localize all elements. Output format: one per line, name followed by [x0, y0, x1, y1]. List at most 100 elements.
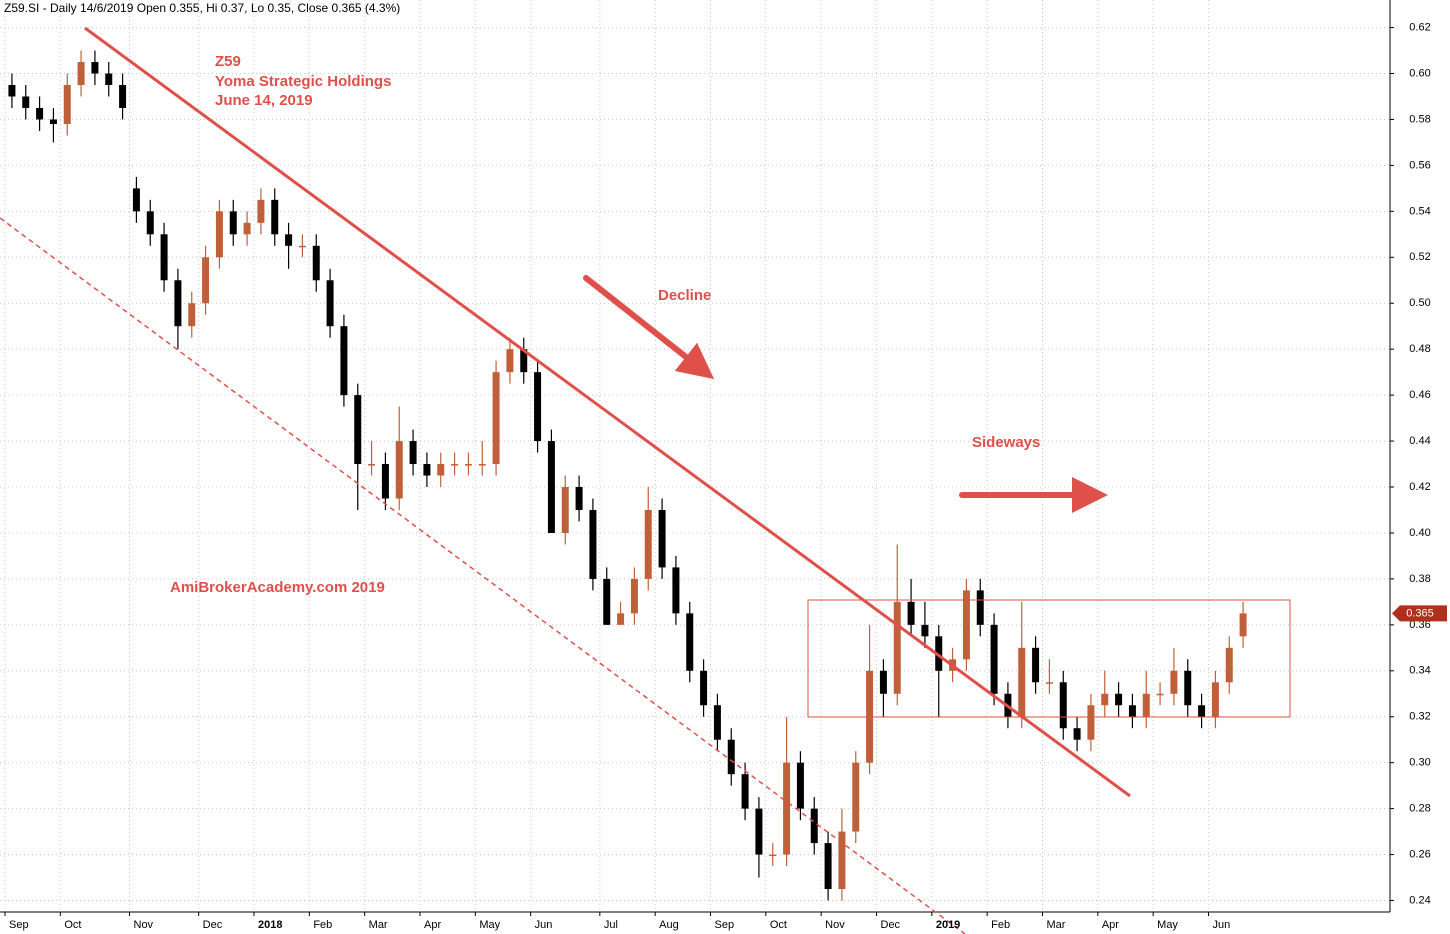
- x-tick-label: Dec: [881, 919, 901, 931]
- candle-body: [1073, 728, 1081, 740]
- candle-body: [423, 464, 431, 476]
- candle-body: [243, 222, 251, 235]
- candle-body: [298, 245, 306, 248]
- candle-body: [49, 119, 57, 125]
- candle-body: [686, 613, 694, 671]
- candle-body: [741, 774, 749, 809]
- candle-body: [1059, 682, 1067, 729]
- candle-body: [547, 441, 555, 533]
- candle-body: [285, 234, 293, 246]
- candle-body: [589, 509, 597, 579]
- candle-body: [464, 464, 472, 466]
- candle-body: [644, 509, 652, 579]
- candle-body: [409, 441, 417, 465]
- annotation: Sideways: [972, 434, 1040, 451]
- y-tick-label: 0.38: [1409, 573, 1430, 585]
- candle-body: [1101, 693, 1109, 706]
- candle-body: [1142, 693, 1150, 717]
- candle-body: [368, 464, 376, 466]
- x-tick-label: Dec: [203, 919, 223, 931]
- y-tick-label: 0.56: [1409, 159, 1430, 171]
- candle-body: [437, 464, 445, 476]
- candle-body: [478, 464, 486, 466]
- candle-body: [727, 739, 735, 775]
- candle-body: [119, 84, 127, 108]
- price-tag-label: 0.365: [1406, 607, 1434, 619]
- y-tick-label: 0.52: [1409, 251, 1430, 263]
- candle-body: [824, 843, 832, 890]
- candle-body: [451, 464, 459, 466]
- candle-body: [810, 808, 818, 844]
- x-tick-label: Apr: [1102, 919, 1119, 931]
- x-tick-label: Feb: [991, 919, 1010, 931]
- x-tick-label: Feb: [313, 919, 332, 931]
- y-tick-label: 0.28: [1409, 803, 1430, 815]
- candle-body: [561, 487, 569, 533]
- candle-body: [202, 257, 210, 304]
- candle-body: [91, 62, 99, 74]
- candle-body: [990, 624, 998, 694]
- candle-body: [105, 73, 113, 85]
- candle-body: [893, 601, 901, 694]
- candle-body: [271, 199, 279, 235]
- candle-body: [1128, 705, 1136, 717]
- candle-body: [132, 188, 140, 212]
- candle-body: [520, 349, 528, 373]
- x-tick-label: Sep: [9, 919, 29, 931]
- candle-body: [1184, 670, 1192, 706]
- candle-body: [852, 762, 860, 832]
- x-tick-label: May: [1157, 919, 1178, 931]
- x-tick-label: Apr: [424, 919, 441, 931]
- candle-body: [77, 62, 85, 85]
- x-tick-label: Nov: [825, 919, 845, 931]
- candle-body: [8, 84, 16, 97]
- candle-body: [658, 509, 666, 568]
- candle-body: [506, 349, 514, 373]
- candle-body: [22, 96, 30, 108]
- candle-body: [534, 372, 542, 442]
- y-tick-label: 0.32: [1409, 711, 1430, 723]
- candle-body: [921, 624, 929, 637]
- y-tick-label: 0.26: [1409, 848, 1430, 860]
- candle-body: [976, 590, 984, 625]
- candle-body: [174, 280, 182, 327]
- candle-body: [879, 670, 887, 694]
- candle-body: [381, 464, 389, 499]
- y-tick-label: 0.30: [1409, 757, 1430, 769]
- candle-body: [1032, 647, 1040, 683]
- y-tick-label: 0.46: [1409, 389, 1430, 401]
- x-tick-label: Jul: [604, 919, 618, 931]
- candle-body: [340, 326, 348, 396]
- x-tick-label: Oct: [770, 919, 787, 931]
- candle-body: [1115, 693, 1123, 706]
- candle-body: [1225, 647, 1233, 683]
- candle-body: [935, 636, 943, 671]
- candle-body: [188, 303, 196, 327]
- annotation: AmiBrokerAcademy.com 2019: [170, 579, 385, 596]
- candle-body: [1087, 705, 1095, 740]
- candle-body: [1239, 613, 1247, 637]
- annotation: Z59: [215, 53, 241, 70]
- annotation: June 14, 2019: [215, 92, 313, 109]
- candle-body: [575, 487, 583, 510]
- range-box: [807, 599, 1291, 718]
- candle-body: [907, 601, 915, 625]
- candle-body: [395, 441, 403, 499]
- x-tick-label: Jun: [1213, 919, 1231, 931]
- y-tick-label: 0.24: [1409, 894, 1430, 906]
- price-tag: [1392, 605, 1447, 622]
- candle-body: [796, 762, 804, 809]
- candle-body: [312, 245, 320, 281]
- candle-body: [713, 705, 721, 740]
- candle-body: [1018, 647, 1026, 717]
- candle-body: [700, 670, 708, 706]
- trend-line: [84, 26, 1131, 798]
- candle-body: [603, 578, 611, 625]
- candle-body: [36, 107, 44, 120]
- x-tick-label: Jun: [535, 919, 553, 931]
- candle-body: [326, 280, 334, 327]
- y-tick-label: 0.44: [1409, 435, 1430, 447]
- y-tick-label: 0.40: [1409, 527, 1430, 539]
- arrow: [583, 275, 715, 380]
